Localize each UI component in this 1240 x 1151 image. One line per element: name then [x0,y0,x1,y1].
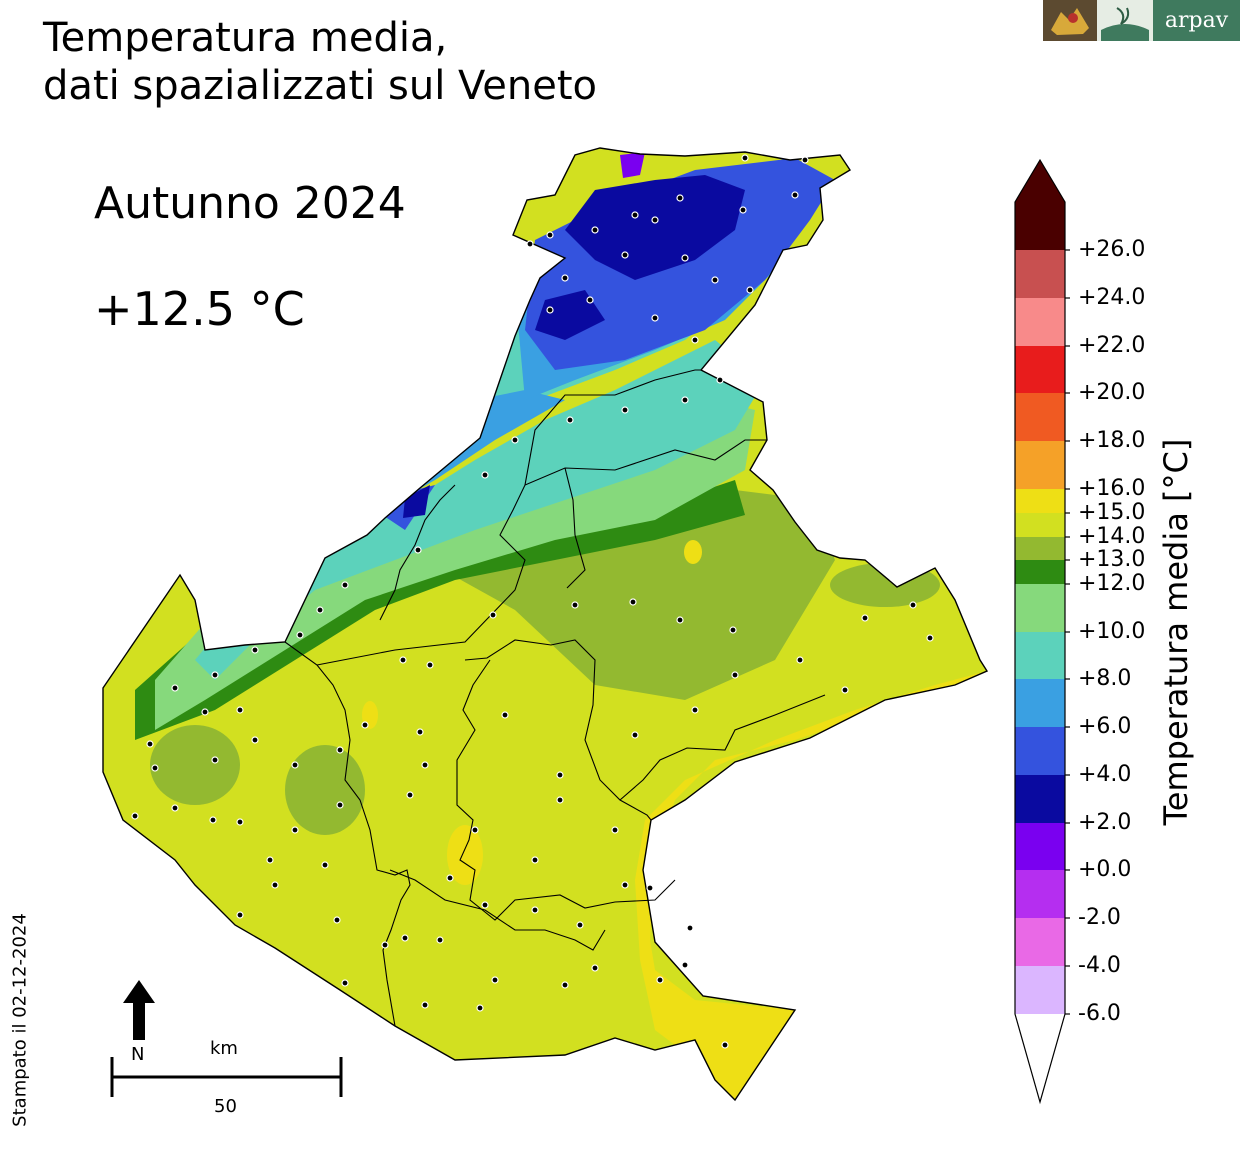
colorbar-band [1015,966,1065,1014]
scale-unit: km [210,1038,238,1059]
colorbar-band [1015,441,1065,489]
north-arrow-icon [123,980,155,1040]
colorbar-band [1015,298,1065,346]
colorbar-band [1015,560,1065,584]
colorbar-tick-label: -4.0 [1078,953,1121,978]
colorbar-tick-label: +12.0 [1078,571,1146,596]
colorbar-band [1015,393,1065,441]
colorbar-tick-label: +14.0 [1078,524,1146,549]
colorbar-band [1015,250,1065,298]
colorbar-band [1015,632,1065,679]
colorbar-tick-label: +16.0 [1078,476,1146,501]
colorbar-tick-label: +6.0 [1078,714,1132,739]
temperature-colorbar [1014,158,1070,1105]
colorbar-band [1015,870,1065,918]
scale-value: 50 [214,1096,237,1117]
colorbar-title: Temperatura media [°C] [1157,438,1195,826]
mean-temperature-value: +12.5 °C [94,282,305,336]
map-title-line-2: dati spazializzati sul Veneto [43,63,598,109]
map-title-line-1: Temperatura media, [43,15,448,61]
colorbar-tick-label: +8.0 [1078,666,1132,691]
colorbar-tick-label: +24.0 [1078,285,1146,310]
colorbar-tick-label: +4.0 [1078,762,1132,787]
arpav-logo: arpav [1153,0,1240,41]
colorbar-tick-label: +2.0 [1078,810,1132,835]
veneto-emblem-logo [1097,0,1153,41]
colorbar-band [1015,489,1065,513]
colorbar-tick-label: +18.0 [1078,428,1146,453]
colorbar-tick-label: +26.0 [1078,237,1146,262]
print-date-stamp: Stampato il 02-12-2024 [9,913,31,1127]
colorbar-tick-label: +20.0 [1078,380,1146,405]
colorbar-band [1015,823,1065,870]
colorbar-band [1015,513,1065,537]
arpav-logo-text: arpav [1164,8,1229,33]
colorbar-tick-label: +22.0 [1078,333,1146,358]
colorbar-band [1015,727,1065,775]
colorbar-tick-label: +13.0 [1078,547,1146,572]
veneto-temperature-map [102,147,988,1101]
colorbar-top-extension [1015,160,1065,202]
colorbar-tick-label: +15.0 [1078,500,1146,525]
colorbar-band [1015,584,1065,632]
north-label: N [131,1044,145,1065]
colorbar-tick-label: -2.0 [1078,905,1121,930]
colorbar-band [1015,346,1065,393]
colorbar-tick-label: -6.0 [1078,1001,1121,1026]
colorbar-band [1015,537,1065,560]
colorbar-band [1015,202,1065,250]
colorbar-bottom-extension [1015,1014,1065,1102]
colorbar-band [1015,775,1065,823]
scale-bar [110,980,343,1097]
colorbar-tick-label: +10.0 [1078,619,1146,644]
colorbar-tick-label: +0.0 [1078,857,1132,882]
regione-lion-logo [1043,0,1097,41]
season-label: Autunno 2024 [94,178,406,229]
colorbar-band [1015,679,1065,727]
colorbar-band [1015,918,1065,966]
